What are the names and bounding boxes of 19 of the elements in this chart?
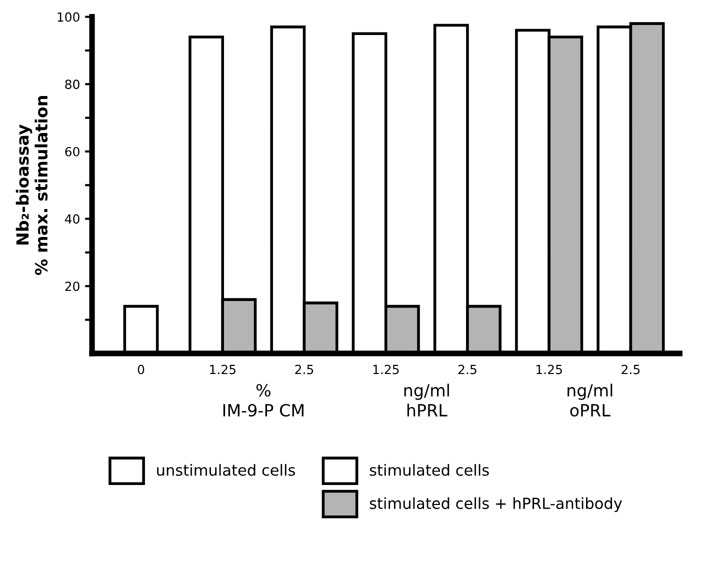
x-tick-label: 2.5 bbox=[458, 364, 476, 374]
y-tick-label: 60 bbox=[65, 146, 80, 156]
y-tick-label: 40 bbox=[64, 214, 80, 224]
legend-label: stimulated cells + hPRL-antibody bbox=[370, 497, 622, 512]
y-axis-title: Nb₂-bioassay % max. stimulation bbox=[16, 96, 48, 275]
x-tick-label: 1.25 bbox=[210, 364, 236, 374]
x-tick-label: 2.5 bbox=[295, 364, 314, 374]
text: ng/ml oPRL bbox=[568, 384, 612, 417]
x-tick-label: 1.25 bbox=[536, 364, 562, 374]
text: ng/ml hPRL bbox=[404, 384, 449, 416]
text: % IM-9-P CM bbox=[223, 384, 304, 417]
x-tick-label: 0 bbox=[138, 364, 144, 374]
y-tick-label: 80 bbox=[65, 80, 80, 90]
y-tick-label: 20 bbox=[65, 282, 80, 292]
y-tick-label: 100 bbox=[58, 12, 80, 22]
x-tick-label: 1.25 bbox=[373, 364, 399, 374]
legend-label: stimulated cells bbox=[370, 464, 489, 476]
x-tick-label: 2.5 bbox=[622, 364, 640, 374]
legend-label: unstimulated cells bbox=[157, 464, 295, 476]
